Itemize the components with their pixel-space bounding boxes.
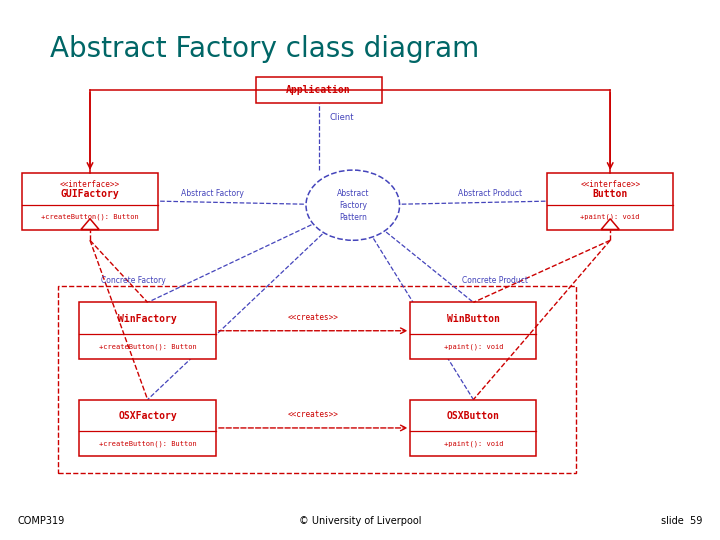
Text: Abstract Factory: Abstract Factory	[181, 188, 244, 198]
Text: <<creates>>: <<creates>>	[288, 410, 338, 419]
Text: GUIFactory: GUIFactory	[60, 190, 120, 199]
Bar	[22, 173, 158, 230]
Text: OSXButton: OSXButton	[447, 411, 500, 421]
Text: Client: Client	[330, 113, 354, 122]
Text: COMP319: COMP319	[18, 516, 66, 526]
Text: <<interface>>: <<interface>>	[60, 180, 120, 188]
Text: +createButton(): Button: +createButton(): Button	[99, 441, 197, 447]
Text: +paint(): void: +paint(): void	[580, 214, 640, 220]
Text: Abstract
Factory
Pattern: Abstract Factory Pattern	[336, 189, 369, 221]
Text: OSXFactory: OSXFactory	[118, 411, 177, 421]
Bar	[58, 286, 576, 472]
Text: WinButton: WinButton	[447, 314, 500, 324]
Bar	[547, 173, 673, 230]
Text: Concrete Factory: Concrete Factory	[101, 276, 166, 285]
Text: © University of Liverpool: © University of Liverpool	[299, 516, 421, 526]
Text: WinFactory: WinFactory	[118, 314, 177, 324]
Text: +createButton(): Button: +createButton(): Button	[41, 214, 139, 220]
Text: Application: Application	[287, 85, 351, 94]
Text: Button: Button	[593, 190, 628, 199]
Bar	[79, 400, 216, 456]
Bar	[410, 302, 536, 359]
Text: Concrete Product: Concrete Product	[462, 276, 528, 285]
Text: <<interface>>: <<interface>>	[580, 180, 640, 188]
Text: slide  59: slide 59	[661, 516, 702, 526]
Text: Abstract Product: Abstract Product	[457, 188, 522, 198]
Text: +paint(): void: +paint(): void	[444, 441, 503, 447]
Text: +paint(): void: +paint(): void	[444, 343, 503, 350]
Bar	[410, 400, 536, 456]
Text: <<creates>>: <<creates>>	[288, 313, 338, 322]
Bar	[256, 77, 382, 103]
Text: +createButton(): Button: +createButton(): Button	[99, 343, 197, 350]
Bar	[79, 302, 216, 359]
Text: Abstract Factory class diagram: Abstract Factory class diagram	[50, 35, 480, 63]
